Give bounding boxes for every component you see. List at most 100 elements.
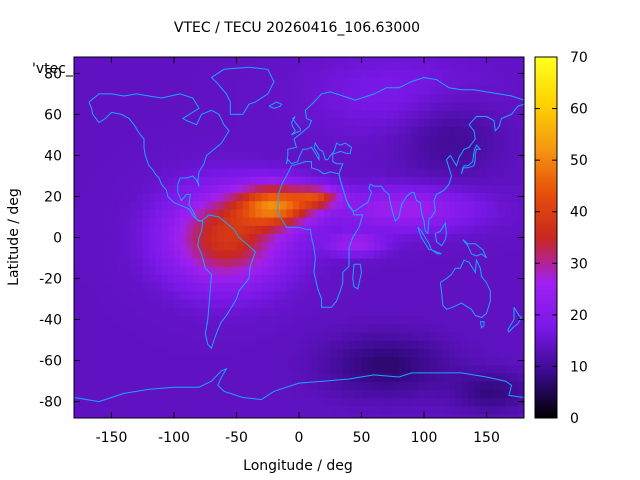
heatmap-cell bbox=[367, 290, 375, 300]
heatmap-cell bbox=[211, 356, 219, 366]
heatmap-cell bbox=[136, 372, 144, 382]
heatmap-cell bbox=[324, 200, 331, 210]
heatmap-cell bbox=[449, 290, 456, 300]
heatmap-cell bbox=[505, 102, 513, 111]
heatmap-cell bbox=[442, 258, 450, 267]
heatmap-cell bbox=[386, 57, 394, 62]
heatmap-cell bbox=[455, 405, 463, 415]
heatmap-cell bbox=[92, 282, 100, 292]
heatmap-cell bbox=[342, 266, 350, 276]
heatmap-cell bbox=[124, 69, 131, 79]
heatmap-cell bbox=[405, 225, 413, 234]
heatmap-cell bbox=[492, 405, 500, 415]
heatmap-cell bbox=[292, 290, 300, 300]
heatmap-cell bbox=[161, 159, 169, 169]
heatmap-cell bbox=[217, 299, 225, 308]
heatmap-cell bbox=[442, 266, 450, 276]
heatmap-cell bbox=[486, 356, 494, 366]
heatmap-cell bbox=[467, 299, 475, 308]
heatmap-cell bbox=[161, 216, 169, 226]
heatmap-cell bbox=[374, 225, 381, 234]
heatmap-cell bbox=[155, 69, 163, 79]
heatmap-cell bbox=[492, 266, 500, 276]
heatmap-cell bbox=[211, 200, 219, 210]
heatmap-cell bbox=[217, 315, 225, 325]
heatmap-cell bbox=[136, 348, 144, 358]
heatmap-cell bbox=[492, 389, 500, 399]
heatmap-cell bbox=[292, 61, 300, 70]
heatmap-cell bbox=[230, 192, 238, 202]
heatmap-cell bbox=[455, 364, 463, 374]
heatmap-cell bbox=[292, 126, 300, 136]
heatmap-cell bbox=[305, 340, 313, 349]
heatmap-cell bbox=[480, 61, 488, 70]
heatmap-cell bbox=[192, 184, 200, 193]
heatmap-cell bbox=[517, 208, 524, 218]
heatmap-cell bbox=[117, 233, 125, 243]
heatmap-cell bbox=[224, 356, 231, 366]
heatmap-cell bbox=[267, 126, 275, 136]
heatmap-cell bbox=[355, 126, 363, 136]
heatmap-cell bbox=[80, 274, 88, 284]
heatmap-cell bbox=[217, 192, 225, 202]
heatmap-cell bbox=[111, 233, 119, 243]
heatmap-cell bbox=[186, 77, 194, 87]
heatmap-cell bbox=[299, 102, 306, 111]
heatmap-cell bbox=[461, 200, 469, 210]
heatmap-cell bbox=[392, 315, 400, 325]
x-tick-label: 100 bbox=[411, 430, 438, 446]
heatmap-cell bbox=[124, 290, 131, 300]
heatmap-cell bbox=[367, 397, 375, 407]
heatmap-cell bbox=[230, 348, 238, 358]
heatmap-cell bbox=[305, 397, 313, 407]
heatmap-cell bbox=[124, 397, 131, 407]
heatmap-cell bbox=[86, 102, 94, 111]
heatmap-cell bbox=[142, 126, 150, 136]
heatmap-cell bbox=[92, 167, 100, 177]
heatmap-cell bbox=[230, 143, 238, 152]
heatmap-cell bbox=[324, 184, 331, 193]
heatmap-cell bbox=[211, 208, 219, 218]
heatmap-cell bbox=[386, 266, 394, 276]
heatmap-cell bbox=[486, 249, 494, 259]
heatmap-cell bbox=[430, 192, 438, 202]
heatmap-cell bbox=[74, 167, 81, 177]
heatmap-cell bbox=[430, 167, 438, 177]
heatmap-cell bbox=[411, 356, 419, 366]
heatmap-cell bbox=[249, 167, 256, 177]
heatmap-cell bbox=[417, 331, 425, 341]
heatmap-cell bbox=[280, 118, 288, 128]
heatmap-cell bbox=[180, 356, 188, 366]
heatmap-cell bbox=[105, 184, 113, 193]
heatmap-cell bbox=[511, 61, 519, 70]
heatmap-cell bbox=[405, 241, 413, 251]
heatmap-cell bbox=[499, 143, 506, 152]
heatmap-cell bbox=[205, 397, 213, 407]
heatmap-cell bbox=[361, 249, 369, 259]
heatmap-cell bbox=[292, 340, 300, 349]
heatmap-cell bbox=[224, 413, 231, 418]
heatmap-cell bbox=[205, 290, 213, 300]
heatmap-cell bbox=[211, 77, 219, 87]
heatmap-cell bbox=[261, 208, 269, 218]
heatmap-cell bbox=[355, 110, 363, 120]
heatmap-cell bbox=[167, 372, 175, 382]
heatmap-cell bbox=[105, 405, 113, 415]
heatmap-cell bbox=[480, 184, 488, 193]
heatmap-cell bbox=[436, 389, 444, 399]
heatmap-cell bbox=[80, 225, 88, 234]
heatmap-cell bbox=[267, 200, 275, 210]
heatmap-cell bbox=[155, 405, 163, 415]
heatmap-cell bbox=[517, 258, 524, 267]
heatmap-cell bbox=[349, 348, 356, 358]
heatmap-cell bbox=[342, 77, 350, 87]
heatmap-cell bbox=[517, 290, 524, 300]
heatmap-cell bbox=[192, 282, 200, 292]
heatmap-cell bbox=[392, 93, 400, 103]
heatmap-cell bbox=[74, 159, 81, 169]
heatmap-cell bbox=[167, 167, 175, 177]
heatmap-cell bbox=[267, 102, 275, 111]
heatmap-cell bbox=[392, 372, 400, 382]
heatmap-cell bbox=[492, 118, 500, 128]
heatmap-cell bbox=[136, 192, 144, 202]
